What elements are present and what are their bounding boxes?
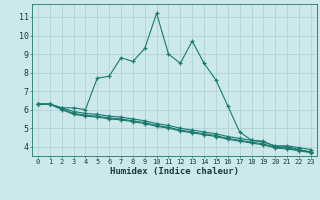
X-axis label: Humidex (Indice chaleur): Humidex (Indice chaleur) [110, 167, 239, 176]
